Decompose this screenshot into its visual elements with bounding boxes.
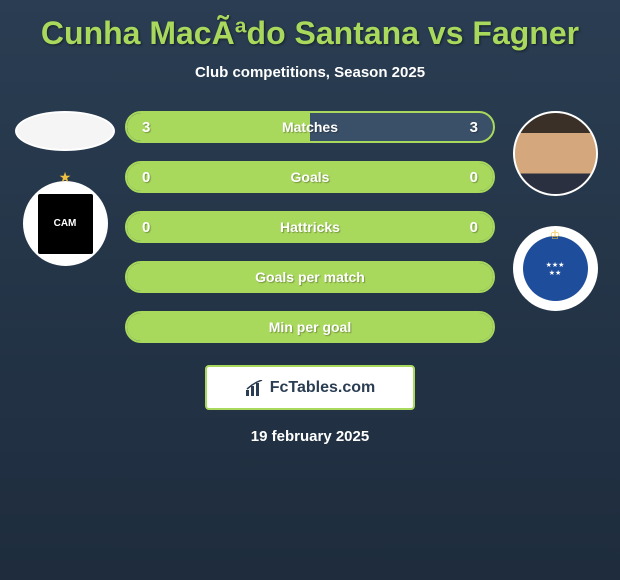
stat-value-left: 0 [142,219,150,236]
stat-label: Hattricks [280,219,340,235]
team-logo-left: ★ CAM [23,181,108,266]
left-column: ★ CAM [10,111,120,343]
stat-label: Min per goal [269,319,351,335]
stat-value-left: 0 [142,169,150,186]
chart-icon [245,380,265,396]
team-badge-right: ★★★★★ [523,236,588,301]
footer-brand-text: FcTables.com [270,379,376,397]
player-avatar-left [15,111,115,151]
stat-value-right: 3 [470,119,478,136]
stat-row-matches: 3 Matches 3 [125,111,495,143]
stat-label: Goals [291,169,330,185]
team-badge-text-left: CAM [54,218,77,229]
stat-value-right: 0 [470,169,478,186]
team-logo-right: ♔ ★★★★★ [513,226,598,311]
team-badge-left: CAM [38,194,93,254]
player-face [515,113,596,194]
stat-row-goals: 0 Goals 0 [125,161,495,193]
right-column: ♔ ★★★★★ [500,111,610,343]
stat-row-hattricks: 0 Hattricks 0 [125,211,495,243]
stat-label: Matches [282,119,338,135]
team-badge-text-right: ★★★★★ [546,261,565,277]
page-title: Cunha MacÃªdo Santana vs Fagner [0,0,620,52]
star-icon: ★ [59,169,72,186]
footer-date: 19 february 2025 [0,428,620,445]
player-avatar-right [513,111,598,196]
stat-value-left: 3 [142,119,150,136]
crown-icon: ♔ [550,228,561,242]
stats-container: 3 Matches 3 0 Goals 0 0 Hattricks 0 Goal… [120,111,500,343]
footer-brand: FcTables.com [205,365,415,410]
main-content: ★ CAM 3 Matches 3 0 Goals 0 0 Hattricks … [0,111,620,343]
page-subtitle: Club competitions, Season 2025 [0,64,620,81]
stat-row-min-per-goal: Min per goal [125,311,495,343]
stat-value-right: 0 [470,219,478,236]
stat-row-goals-per-match: Goals per match [125,261,495,293]
stat-label: Goals per match [255,269,365,285]
